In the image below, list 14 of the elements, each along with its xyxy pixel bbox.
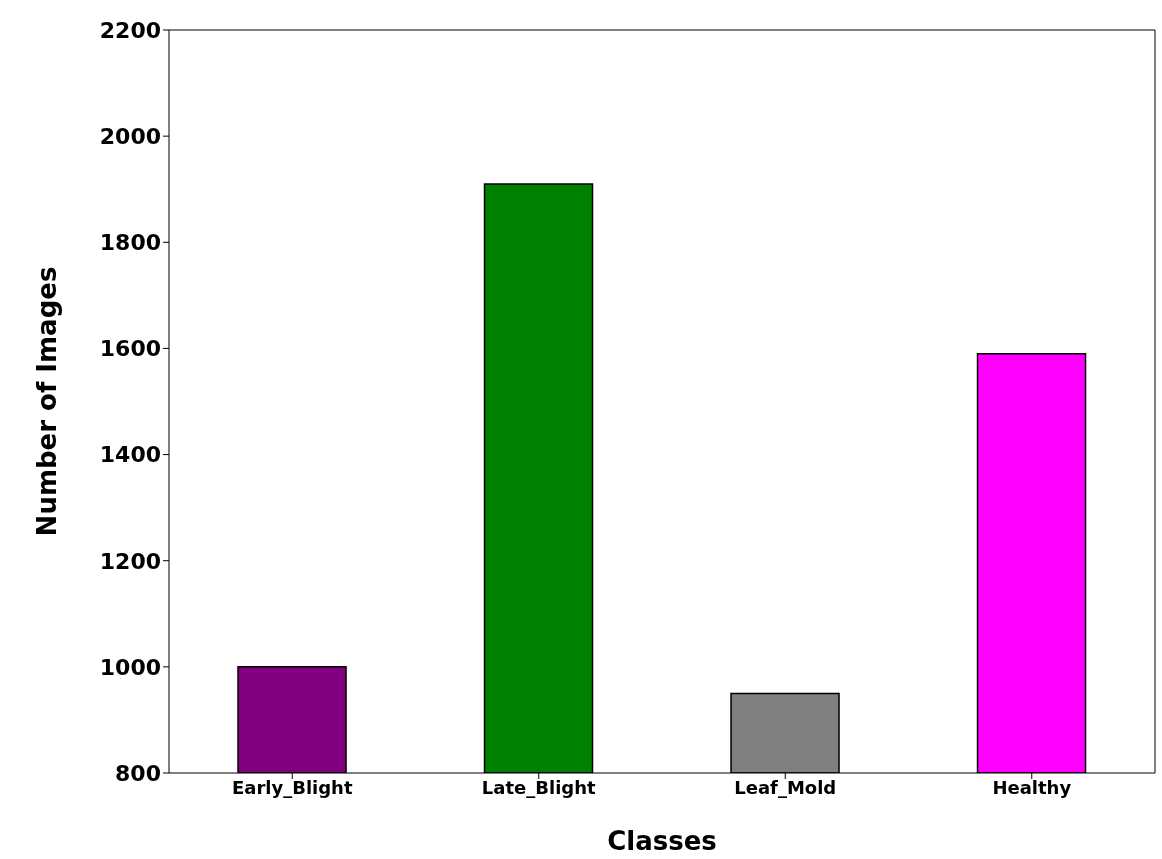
x-tick-label: Healthy	[992, 776, 1072, 798]
x-tick-label: Late_Blight	[481, 776, 597, 798]
y-tick-label: 1000	[99, 654, 161, 680]
y-tick-label: 1200	[99, 548, 161, 574]
x-tick-label: Leaf_Mold	[734, 776, 837, 798]
y-tick-label: 2200	[99, 17, 161, 43]
y-tick-label: 1600	[99, 336, 161, 362]
y-tick-label: 1800	[99, 230, 161, 256]
y-tick-label: 800	[115, 760, 161, 786]
x-axis-title: Classes	[607, 826, 717, 856]
y-tick-label: 2000	[99, 123, 161, 149]
y-tick-label: 1400	[99, 442, 161, 468]
x-tick-label: Early_Blight	[231, 776, 353, 798]
y-axis-title: Number of Images	[32, 266, 63, 537]
